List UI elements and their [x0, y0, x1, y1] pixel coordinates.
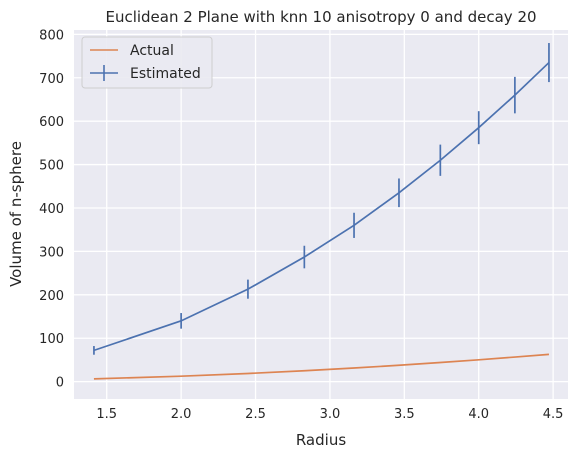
- x-tick-label: 1.5: [96, 407, 117, 422]
- y-tick-label: 0: [56, 376, 64, 391]
- legend: Actual Estimated: [81, 36, 213, 89]
- y-axis-label: Volume of n-sphere: [7, 141, 25, 287]
- x-tick-label: 3.0: [320, 407, 341, 422]
- plot-area: [74, 30, 568, 399]
- legend-estimated-label: Estimated: [130, 66, 201, 82]
- x-tick-label: 4.0: [468, 407, 489, 422]
- x-tick-label: 4.5: [543, 407, 564, 422]
- y-tick-label: 300: [39, 245, 64, 260]
- y-tick-label: 800: [39, 28, 64, 43]
- series-layer: [93, 43, 550, 380]
- chart-title: Euclidean 2 Plane with knn 10 anisotropy…: [105, 8, 536, 26]
- x-tick-label: 3.5: [394, 407, 415, 422]
- y-tick-label: 100: [39, 332, 64, 347]
- ticks: 1.5 2.0 2.5 3.0 3.5 4.0 4.5 0 100 200 300 400 500 600…: [39, 28, 563, 422]
- y-tick-label: 700: [39, 72, 64, 87]
- legend-actual-label: Actual: [130, 43, 174, 59]
- y-tick-label: 500: [39, 159, 64, 174]
- x-tick-label: 2.5: [245, 407, 266, 422]
- x-axis-label: Radius: [296, 431, 346, 449]
- series-line-estimated: [93, 61, 550, 352]
- y-tick-label: 200: [39, 289, 64, 304]
- y-tick-label: 600: [39, 115, 64, 130]
- x-tick-label: 2.0: [171, 407, 192, 422]
- series-line-actual: [93, 353, 550, 380]
- y-tick-label: 400: [39, 202, 64, 217]
- grid: [74, 30, 568, 399]
